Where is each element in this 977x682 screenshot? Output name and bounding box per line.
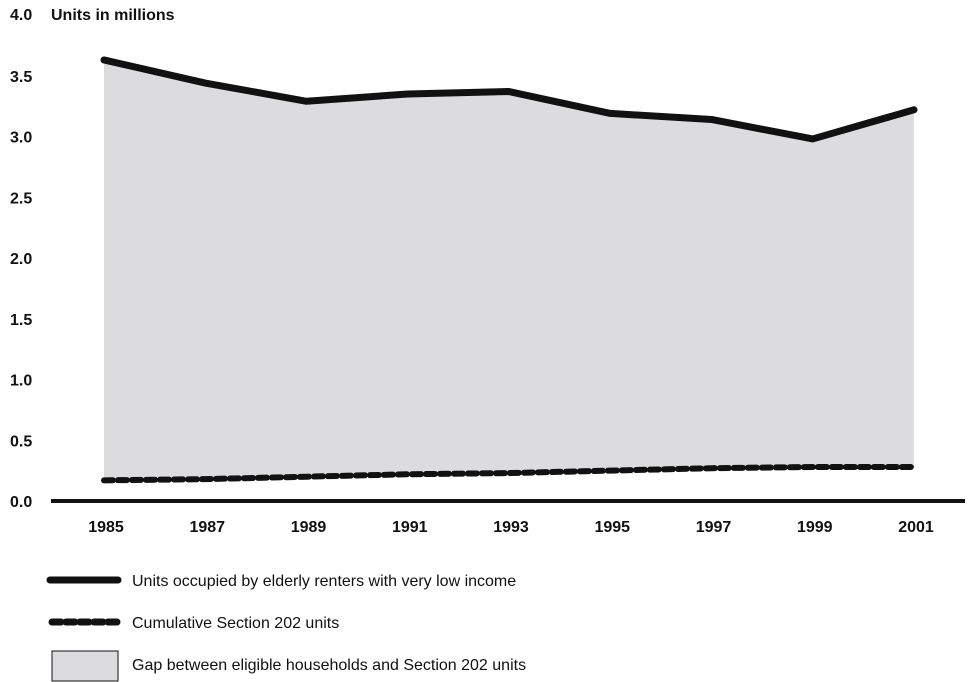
data-point <box>104 59 105 60</box>
y-tick-label: 2.5 <box>10 190 32 207</box>
legend-label-section-202: Cumulative Section 202 units <box>132 615 339 632</box>
data-point <box>914 466 915 467</box>
y-tick-label: 3.5 <box>10 69 32 86</box>
gap-area-layer <box>104 59 914 481</box>
data-point <box>407 93 408 94</box>
data-point <box>610 470 611 471</box>
gap-area <box>104 59 914 481</box>
x-tick-label: 2001 <box>898 519 934 536</box>
data-point <box>306 101 307 102</box>
data-point <box>711 119 712 120</box>
data-point <box>104 480 105 481</box>
y-tick-label: 0.0 <box>10 494 32 511</box>
data-point <box>205 83 206 84</box>
data-point <box>610 113 611 114</box>
y-tick-label: 1.0 <box>10 373 32 390</box>
x-tick-label: 1985 <box>88 519 124 536</box>
data-point <box>711 468 712 469</box>
data-point <box>914 109 915 110</box>
data-point <box>205 479 206 480</box>
data-point <box>812 138 813 139</box>
data-point <box>509 473 510 474</box>
x-tick-label: 1991 <box>392 519 428 536</box>
series-line-section-202 <box>101 463 917 484</box>
legend: Units occupied by elderly renters with v… <box>46 573 526 682</box>
x-tick-label: 1993 <box>493 519 529 536</box>
data-point <box>407 474 408 475</box>
data-point <box>812 466 813 467</box>
y-tick-label: 2.0 <box>10 251 32 268</box>
y-tick-label: 0.5 <box>10 433 32 450</box>
x-tick-label: 1999 <box>797 519 833 536</box>
x-tick-label: 1987 <box>189 519 225 536</box>
series-layer <box>100 56 918 484</box>
series-line-elderly-renters <box>100 56 918 143</box>
y-tick-labels: 0.0 0.5 1.0 1.5 2.0 2.5 3.0 3.5 4.0 <box>10 7 32 511</box>
legend-label-gap: Gap between eligible households and Sect… <box>132 657 526 674</box>
y-tick-label: 3.0 <box>10 130 32 147</box>
y-tick-label: 4.0 <box>10 7 32 24</box>
data-point <box>306 476 307 477</box>
legend-label-elderly-renters: Units occupied by elderly renters with v… <box>132 573 516 590</box>
x-tick-label: 1995 <box>594 519 630 536</box>
y-axis-label: Units in millions <box>51 7 175 24</box>
y-tick-label: 1.5 <box>10 312 32 329</box>
legend-swatch-gap-area <box>51 650 119 682</box>
data-point <box>509 91 510 92</box>
x-tick-labels: 1985 1987 1989 1991 1993 1995 1997 1999 2001 <box>88 519 934 536</box>
x-tick-label: 1989 <box>291 519 327 536</box>
x-tick-label: 1997 <box>696 519 732 536</box>
